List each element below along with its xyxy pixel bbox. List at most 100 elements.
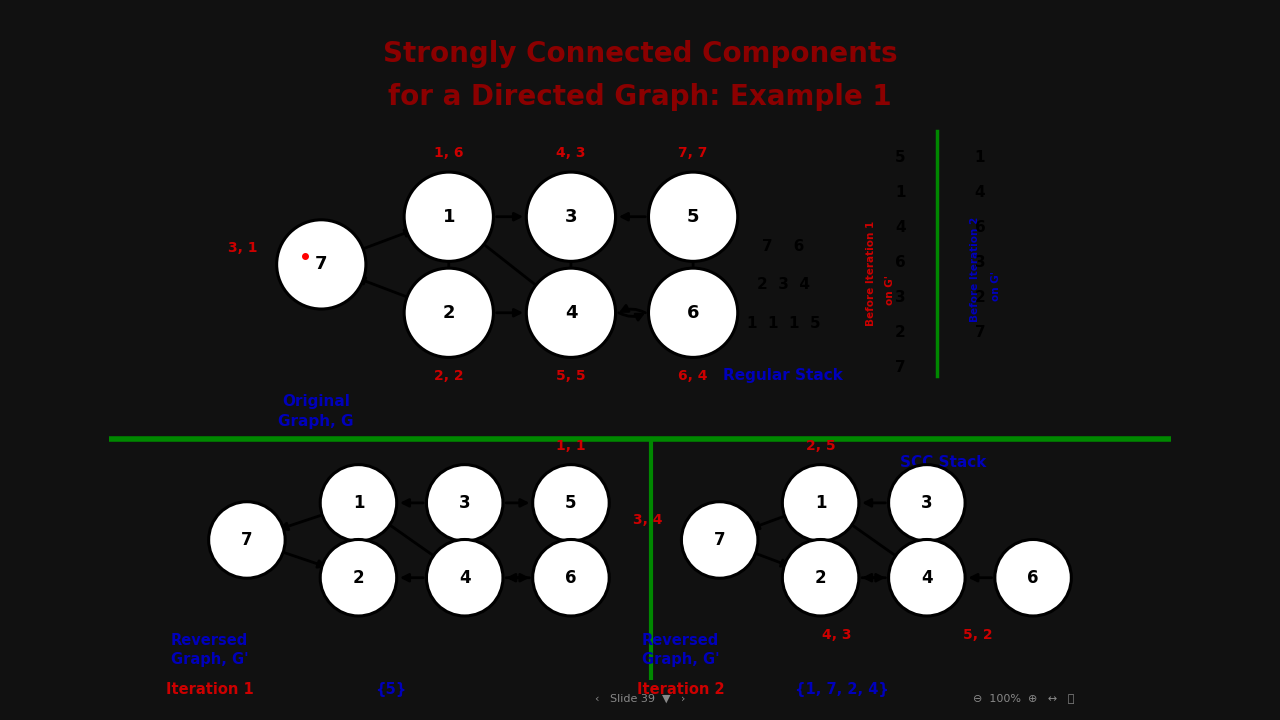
Text: 2: 2 (815, 569, 827, 587)
Ellipse shape (649, 172, 737, 261)
Ellipse shape (320, 539, 397, 616)
Text: Reversed
Graph, G': Reversed Graph, G' (641, 633, 719, 667)
Text: 6: 6 (1028, 569, 1039, 587)
Text: 5, 5: 5, 5 (556, 369, 586, 383)
Text: 5: 5 (687, 207, 699, 226)
Text: 3: 3 (974, 255, 986, 270)
Text: Regular Stack: Regular Stack (723, 369, 844, 384)
Ellipse shape (649, 268, 737, 357)
FancyArrowPatch shape (445, 235, 452, 291)
Ellipse shape (209, 502, 285, 578)
Ellipse shape (888, 464, 965, 541)
Text: 6: 6 (895, 255, 906, 270)
Text: 6: 6 (974, 220, 986, 235)
FancyArrowPatch shape (618, 312, 643, 320)
FancyArrowPatch shape (358, 278, 415, 300)
Text: Iteration 1: Iteration 1 (166, 683, 253, 697)
Text: Iteration 2: Iteration 2 (636, 683, 724, 697)
FancyArrowPatch shape (753, 514, 791, 528)
Text: 1: 1 (815, 494, 827, 512)
Text: 3: 3 (922, 494, 933, 512)
FancyArrowPatch shape (865, 575, 886, 581)
Text: 5: 5 (895, 150, 906, 165)
FancyArrowPatch shape (861, 575, 882, 581)
Ellipse shape (888, 539, 965, 616)
Text: 2: 2 (895, 325, 906, 340)
Text: 2: 2 (443, 304, 454, 322)
FancyArrowPatch shape (403, 500, 424, 506)
FancyArrowPatch shape (750, 551, 788, 566)
Ellipse shape (681, 502, 758, 578)
Text: 5: 5 (566, 494, 577, 512)
Text: 7, 7: 7, 7 (678, 146, 708, 160)
Text: 4, 3: 4, 3 (557, 146, 586, 160)
Text: Original
Graph, G: Original Graph, G (278, 394, 353, 428)
FancyArrowPatch shape (506, 575, 526, 581)
Text: 2: 2 (974, 290, 986, 305)
Text: Before Iteration 2: Before Iteration 2 (970, 217, 979, 323)
Text: 1  1  1  5: 1 1 1 5 (746, 316, 820, 331)
FancyArrowPatch shape (506, 500, 526, 506)
Text: 1: 1 (443, 207, 454, 226)
Text: 4: 4 (564, 304, 577, 322)
FancyArrowPatch shape (972, 575, 992, 581)
FancyArrowPatch shape (461, 522, 468, 562)
Text: {1, 7, 2, 4}: {1, 7, 2, 4} (795, 683, 888, 697)
Text: 7    6: 7 6 (762, 239, 805, 254)
Text: on G': on G' (884, 274, 895, 305)
Text: 7: 7 (974, 325, 986, 340)
Ellipse shape (426, 464, 503, 541)
Ellipse shape (532, 539, 609, 616)
Text: 3: 3 (460, 494, 471, 512)
FancyArrowPatch shape (567, 235, 575, 291)
Ellipse shape (782, 464, 859, 541)
Text: 6: 6 (687, 304, 699, 322)
Text: 3, 4: 3, 4 (632, 513, 662, 527)
FancyArrowPatch shape (509, 575, 530, 581)
Ellipse shape (404, 268, 493, 357)
Text: Before Iteration 1: Before Iteration 1 (865, 220, 876, 325)
FancyArrowPatch shape (923, 522, 931, 562)
FancyArrowPatch shape (355, 522, 362, 562)
Text: 7: 7 (714, 531, 726, 549)
Ellipse shape (995, 539, 1071, 616)
Text: 3, 1: 3, 1 (228, 241, 257, 255)
Text: 4: 4 (895, 220, 906, 235)
Text: 7: 7 (315, 256, 328, 274)
Ellipse shape (526, 172, 616, 261)
FancyArrowPatch shape (690, 235, 696, 291)
FancyArrowPatch shape (865, 500, 886, 506)
Text: for a Directed Graph: Example 1: for a Directed Graph: Example 1 (388, 84, 892, 112)
Text: 1: 1 (974, 150, 986, 165)
FancyArrowPatch shape (497, 213, 520, 220)
FancyArrowPatch shape (622, 213, 645, 220)
FancyArrowPatch shape (472, 235, 549, 296)
FancyArrowPatch shape (817, 522, 824, 562)
Text: 7: 7 (241, 531, 252, 549)
Text: 1, 6: 1, 6 (434, 146, 463, 160)
Text: 2  3  4: 2 3 4 (756, 277, 810, 292)
Text: 2: 2 (353, 569, 365, 587)
FancyArrowPatch shape (356, 230, 411, 251)
Text: 4, 3: 4, 3 (822, 628, 851, 642)
Ellipse shape (526, 268, 616, 357)
Text: SCC Stack: SCC Stack (900, 455, 986, 470)
Text: on G': on G' (991, 271, 1001, 301)
Text: {5}: {5} (375, 683, 406, 697)
Ellipse shape (782, 539, 859, 616)
Ellipse shape (276, 220, 366, 309)
FancyArrowPatch shape (567, 522, 575, 562)
Text: Strongly Connected Components: Strongly Connected Components (383, 40, 897, 68)
Text: 3: 3 (895, 290, 906, 305)
FancyArrowPatch shape (403, 575, 424, 581)
Text: 5, 2: 5, 2 (963, 628, 993, 642)
Text: 4: 4 (974, 185, 986, 199)
FancyArrowPatch shape (282, 513, 326, 530)
FancyArrowPatch shape (379, 517, 442, 562)
Text: Reversed
Graph, G': Reversed Graph, G' (172, 633, 248, 667)
Text: 4: 4 (922, 569, 933, 587)
FancyArrowPatch shape (841, 517, 904, 562)
Text: ⊖  100%  ⊕   ↔   ⤢: ⊖ 100% ⊕ ↔ ⤢ (973, 693, 1075, 703)
Text: ‹   Slide 39  ▼   ›: ‹ Slide 39 ▼ › (595, 693, 685, 703)
Text: 6, 4: 6, 4 (678, 369, 708, 383)
